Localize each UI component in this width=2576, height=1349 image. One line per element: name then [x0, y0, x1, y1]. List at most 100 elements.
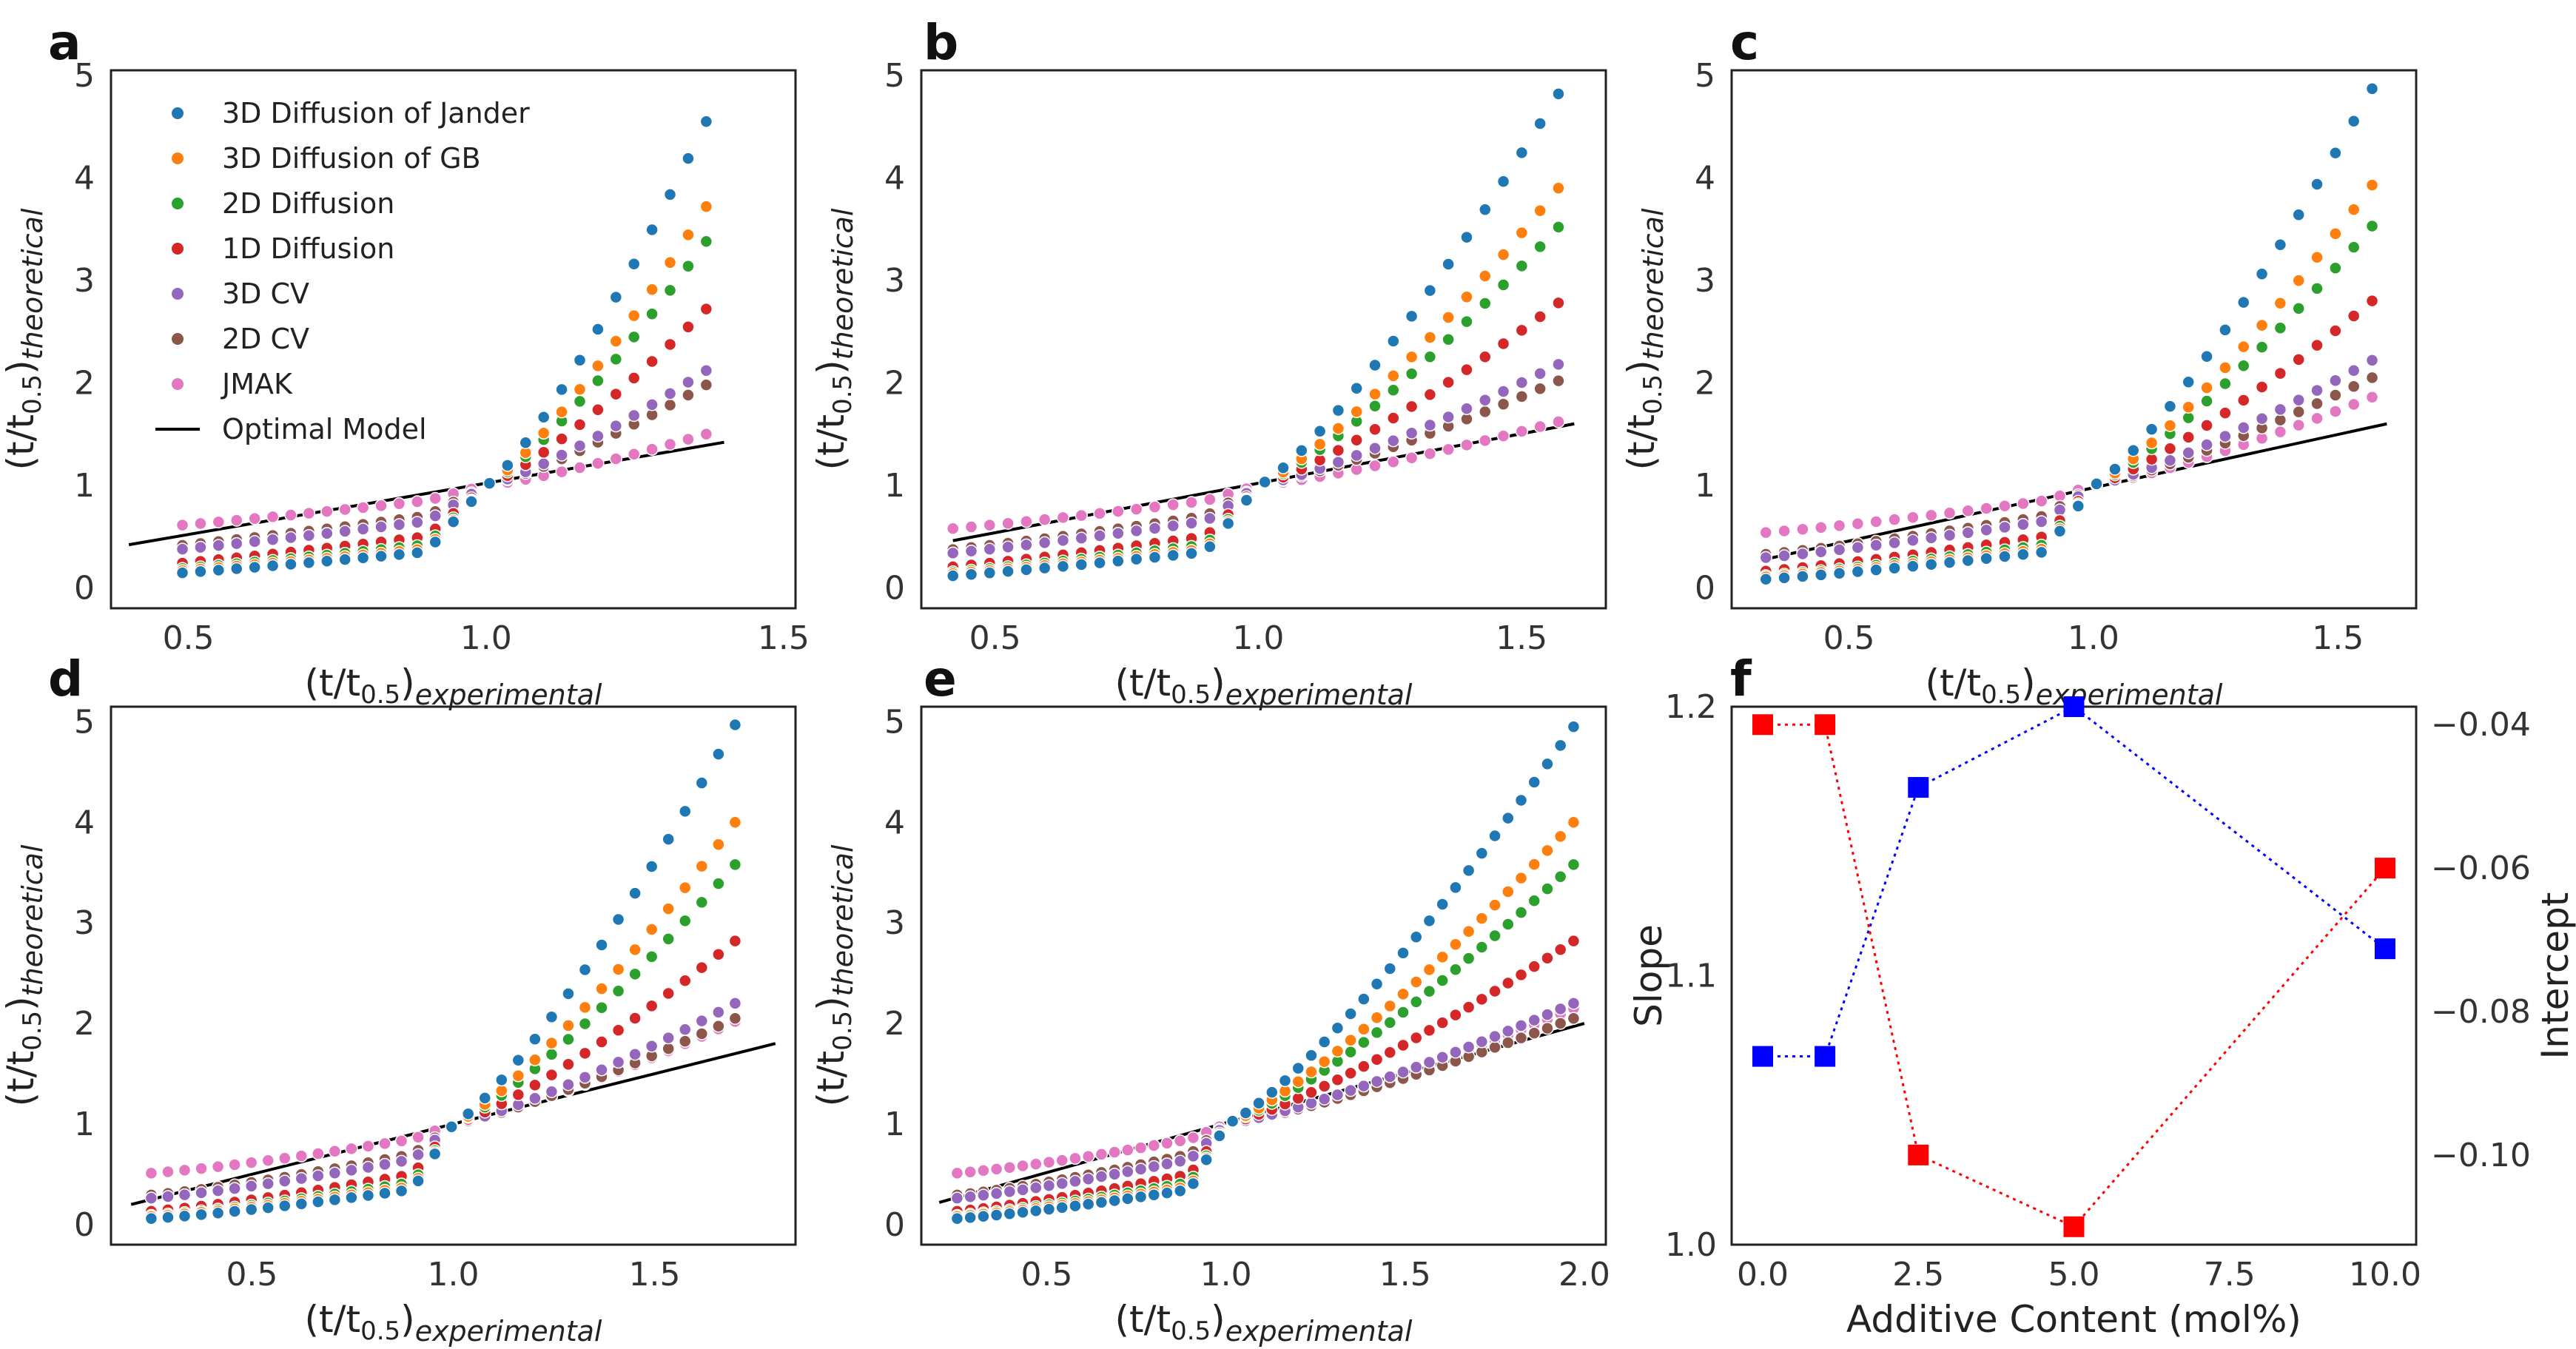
- legend-marker-jmak: [172, 378, 184, 390]
- y-tick-label: 3: [1695, 262, 1715, 300]
- y-tick-label: 3: [74, 904, 95, 942]
- data-point-1d-diffusion: [1442, 375, 1455, 389]
- data-point-1d-diffusion: [1396, 1038, 1410, 1052]
- data-point-jmak: [378, 1137, 391, 1151]
- data-point-3d-diffusion-of-jander: [1350, 382, 1363, 395]
- data-point-3d-diffusion-of-jander: [1075, 558, 1089, 571]
- data-point-3d-cv: [161, 1190, 175, 1203]
- data-point-3d-diffusion-of-jander: [2236, 295, 2250, 309]
- data-point-3d-diffusion-of-jander: [1462, 864, 1476, 878]
- data-point-3d-cv: [1331, 1088, 1345, 1102]
- data-point-3d-diffusion-of-gb: [1496, 248, 1510, 261]
- data-point-1d-diffusion: [578, 1046, 592, 1060]
- data-point-3d-cv: [1383, 1070, 1397, 1083]
- data-point-3d-diffusion-of-jander: [1501, 811, 1515, 825]
- data-point-1d-diffusion: [1567, 934, 1581, 948]
- data-point-3d-diffusion-of-jander: [1357, 992, 1371, 1006]
- data-point-1d-diffusion: [2273, 366, 2287, 380]
- data-point-3d-diffusion-of-jander: [356, 551, 370, 565]
- data-point-3d-cv: [1409, 1060, 1423, 1074]
- y-tick-label-right: −0.08: [2431, 993, 2531, 1031]
- y-tick-label: 5: [884, 57, 905, 95]
- data-point-3d-diffusion-of-jander: [1514, 793, 1528, 807]
- data-point-3d-diffusion-of-jander: [1567, 720, 1581, 733]
- data-point-3d-diffusion-of-jander: [1129, 552, 1143, 566]
- x-label-sub: 0.5: [1171, 680, 1211, 710]
- data-point-2d-diffusion: [699, 235, 713, 249]
- data-point-3d-cv: [194, 540, 207, 554]
- panel-letter: a: [48, 14, 81, 71]
- data-point-3d-diffusion-of-jander: [175, 566, 189, 579]
- data-point-jmak: [356, 501, 370, 514]
- y-axis-label-right: Intercept: [2534, 892, 2576, 1060]
- data-point-3d-cv: [228, 1182, 241, 1195]
- data-point-3d-cv: [1436, 1050, 1449, 1064]
- data-point-3d-cv: [662, 1031, 675, 1045]
- data-point-jmak: [1016, 1159, 1029, 1173]
- data-point-3d-diffusion-of-jander: [1038, 561, 1052, 575]
- data-point-2d-diffusion: [1436, 974, 1449, 987]
- data-point-1d-diffusion: [1475, 992, 1489, 1006]
- data-point-1d-diffusion: [555, 432, 568, 445]
- data-point-3d-cv: [2347, 363, 2361, 377]
- data-point-3d-diffusion-of-jander: [545, 1010, 559, 1023]
- y-label-sub: 0.5: [18, 374, 47, 414]
- data-point-3d-diffusion-of-jander: [1479, 203, 1492, 217]
- data-point-3d-cv: [1020, 538, 1033, 552]
- data-point-jmak: [1075, 508, 1089, 522]
- data-point-3d-diffusion-of-jander: [555, 383, 568, 397]
- data-point-jmak: [229, 514, 243, 527]
- data-point-3d-cv: [2273, 403, 2287, 417]
- data-point-3d-diffusion-of-jander: [144, 1211, 158, 1225]
- data-point-2d-cv: [1567, 1012, 1581, 1026]
- data-point-1d-diffusion: [1350, 434, 1363, 447]
- data-point-3d-diffusion-of-jander: [2108, 462, 2122, 476]
- data-point-2d-diffusion: [1479, 297, 1492, 310]
- marker-slope: [1908, 777, 1929, 798]
- data-point-3d-diffusion-of-jander: [1093, 556, 1106, 570]
- data-point-3d-cv: [1759, 551, 1772, 565]
- y-tick-label: 4: [884, 804, 905, 841]
- data-point-jmak: [161, 1165, 175, 1179]
- data-point-3d-cv: [1370, 1074, 1384, 1089]
- data-point-3d-diffusion-of-jander: [1069, 1199, 1082, 1213]
- data-point-3d-cv: [1479, 393, 1492, 407]
- data-point-3d-cv: [1003, 1185, 1017, 1199]
- data-point-1d-diffusion: [695, 961, 709, 975]
- data-point-3d-cv: [2292, 393, 2305, 407]
- data-point-3d-diffusion-of-jander: [1108, 1194, 1121, 1208]
- data-point-1d-diffusion: [1496, 337, 1510, 351]
- data-point-3d-diffusion-of-jander: [161, 1211, 175, 1224]
- series-line-intercept: [1763, 723, 2387, 1228]
- series-line-slope: [1763, 705, 2386, 1058]
- data-point-3d-diffusion-of-jander: [562, 987, 575, 1000]
- data-point-2d-diffusion: [2219, 377, 2232, 391]
- data-point-jmak: [1998, 499, 2011, 513]
- data-point-3d-diffusion-of-jander: [2219, 323, 2232, 337]
- data-point-3d-diffusion-of-gb: [537, 426, 551, 440]
- data-point-3d-cv: [1081, 1172, 1095, 1185]
- data-point-3d-diffusion-of-jander: [1042, 1202, 1056, 1216]
- data-point-3d-diffusion-of-jander: [609, 290, 623, 304]
- data-point-3d-diffusion-of-gb: [1357, 1022, 1371, 1036]
- y-tick-label: 2: [884, 1005, 905, 1043]
- data-point-jmak: [1173, 1134, 1187, 1148]
- data-point-2d-diffusion: [1442, 332, 1455, 346]
- y-label-base: (t/t: [810, 1051, 852, 1107]
- data-point-3d-cv: [1203, 511, 1217, 525]
- data-point-3d-cv: [328, 1166, 342, 1180]
- data-point-3d-cv: [537, 457, 551, 471]
- data-point-3d-diffusion-of-gb: [1313, 437, 1327, 451]
- data-point-2d-diffusion: [695, 895, 709, 909]
- data-point-3d-diffusion-of-jander: [1305, 1049, 1318, 1062]
- data-point-3d-diffusion-of-jander: [445, 1120, 458, 1134]
- data-point-jmak: [2347, 397, 2361, 411]
- data-point-2d-cv: [1533, 382, 1547, 396]
- x-tick-label: 10.0: [2349, 1256, 2421, 1294]
- data-point-3d-diffusion-of-gb: [1514, 871, 1528, 885]
- data-point-3d-diffusion-of-jander: [284, 557, 297, 571]
- data-point-jmak: [983, 518, 997, 532]
- data-point-jmak: [1001, 517, 1015, 530]
- y-label-sub: 0.5: [1638, 374, 1668, 414]
- y-tick-label: 2: [884, 364, 905, 402]
